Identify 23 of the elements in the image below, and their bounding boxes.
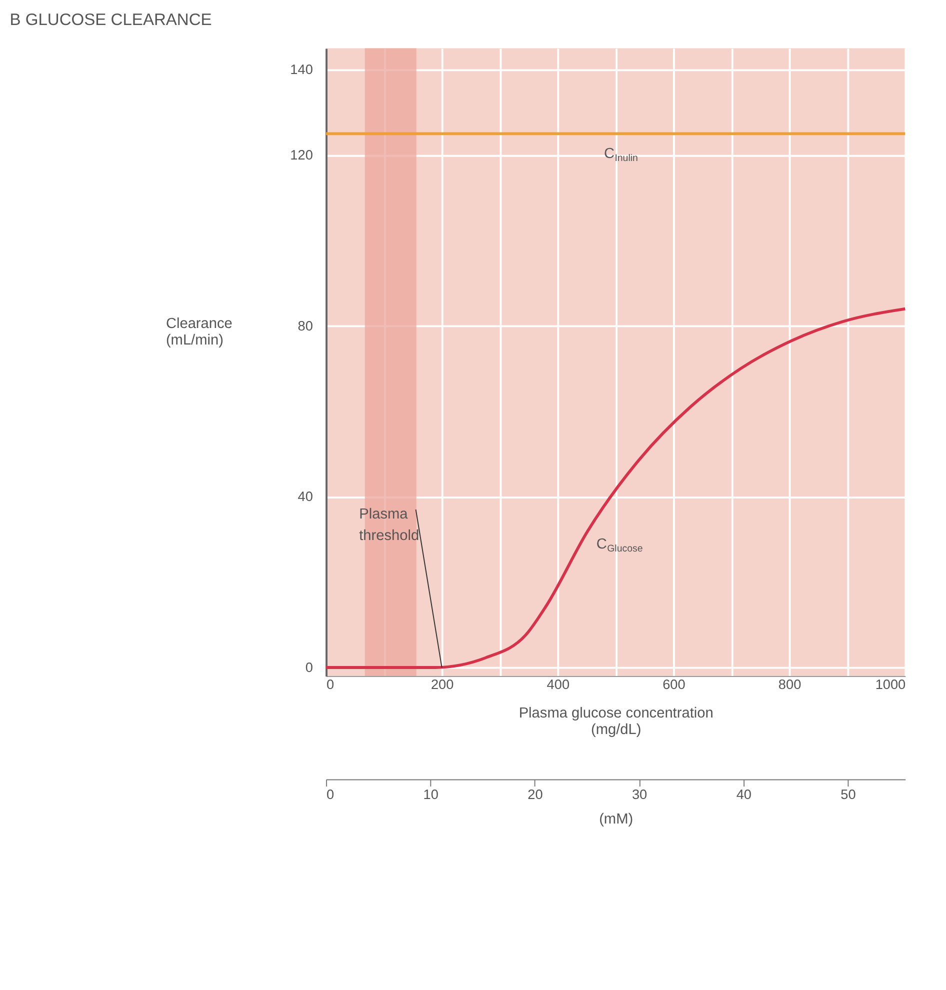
x2-tick-label: 20 <box>528 787 544 802</box>
x2-tick-label: 30 <box>632 787 648 802</box>
x2-tick-label: 0 <box>326 787 335 802</box>
x-tick-label: 1000 <box>875 677 906 692</box>
x2-tick-label: 40 <box>736 787 752 802</box>
x-tick-label: 0 <box>326 677 335 692</box>
y-tick-label: 140 <box>290 62 314 78</box>
y-tick-label: 40 <box>298 489 314 504</box>
line-series <box>324 307 907 669</box>
y-tick-label: 0 <box>305 660 314 675</box>
x2-axis-title: (mM) <box>599 812 634 828</box>
x-tick-label: 200 <box>430 677 454 692</box>
annotation: Plasma threshold <box>359 506 420 544</box>
x2-tick-label: 50 <box>840 787 856 802</box>
x2-tick-label: 10 <box>423 787 439 802</box>
y-tick-label: 80 <box>298 318 314 334</box>
y-axis-title: Clearance (mL/min) <box>166 316 232 349</box>
x-tick-label: 600 <box>662 677 686 692</box>
x-tick-label: 400 <box>546 677 570 692</box>
y-tick-label: 120 <box>290 147 314 162</box>
text: B GLUCOSE CLEARANCE <box>10 10 212 29</box>
x-tick-label: 800 <box>778 677 802 692</box>
x-axis-title: Plasma glucose concentration (mg/dL) <box>518 705 714 738</box>
